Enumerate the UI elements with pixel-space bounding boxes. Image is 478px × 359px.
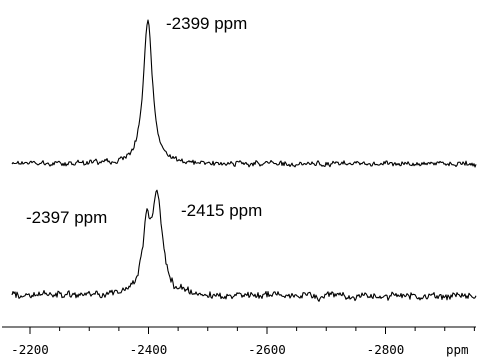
x-axis-unit-label: ppm — [446, 342, 469, 357]
tick-label-2200: -2200 — [11, 342, 49, 357]
x-axis: -2200 -2400 -2600 -2800 ppm — [2, 326, 476, 357]
spectra-traces — [11, 19, 477, 302]
peak-label-2399: -2399 ppm — [166, 14, 247, 33]
tick-label-2600: -2600 — [248, 342, 286, 357]
tick-label-2800: -2800 — [367, 342, 405, 357]
tick-label-2400: -2400 — [130, 342, 168, 357]
peak-label-2415: -2415 ppm — [181, 201, 262, 220]
peak-label-2397: -2397 ppm — [26, 208, 107, 227]
x-axis-ticks — [29, 327, 475, 334]
x-axis-tick-labels: -2200 -2400 -2600 -2800 — [11, 342, 404, 357]
spectrum-trace-2 — [11, 189, 477, 302]
spectrum-trace-1 — [11, 19, 477, 168]
peak-annotations: -2399 ppm -2397 ppm -2415 ppm — [26, 14, 262, 227]
